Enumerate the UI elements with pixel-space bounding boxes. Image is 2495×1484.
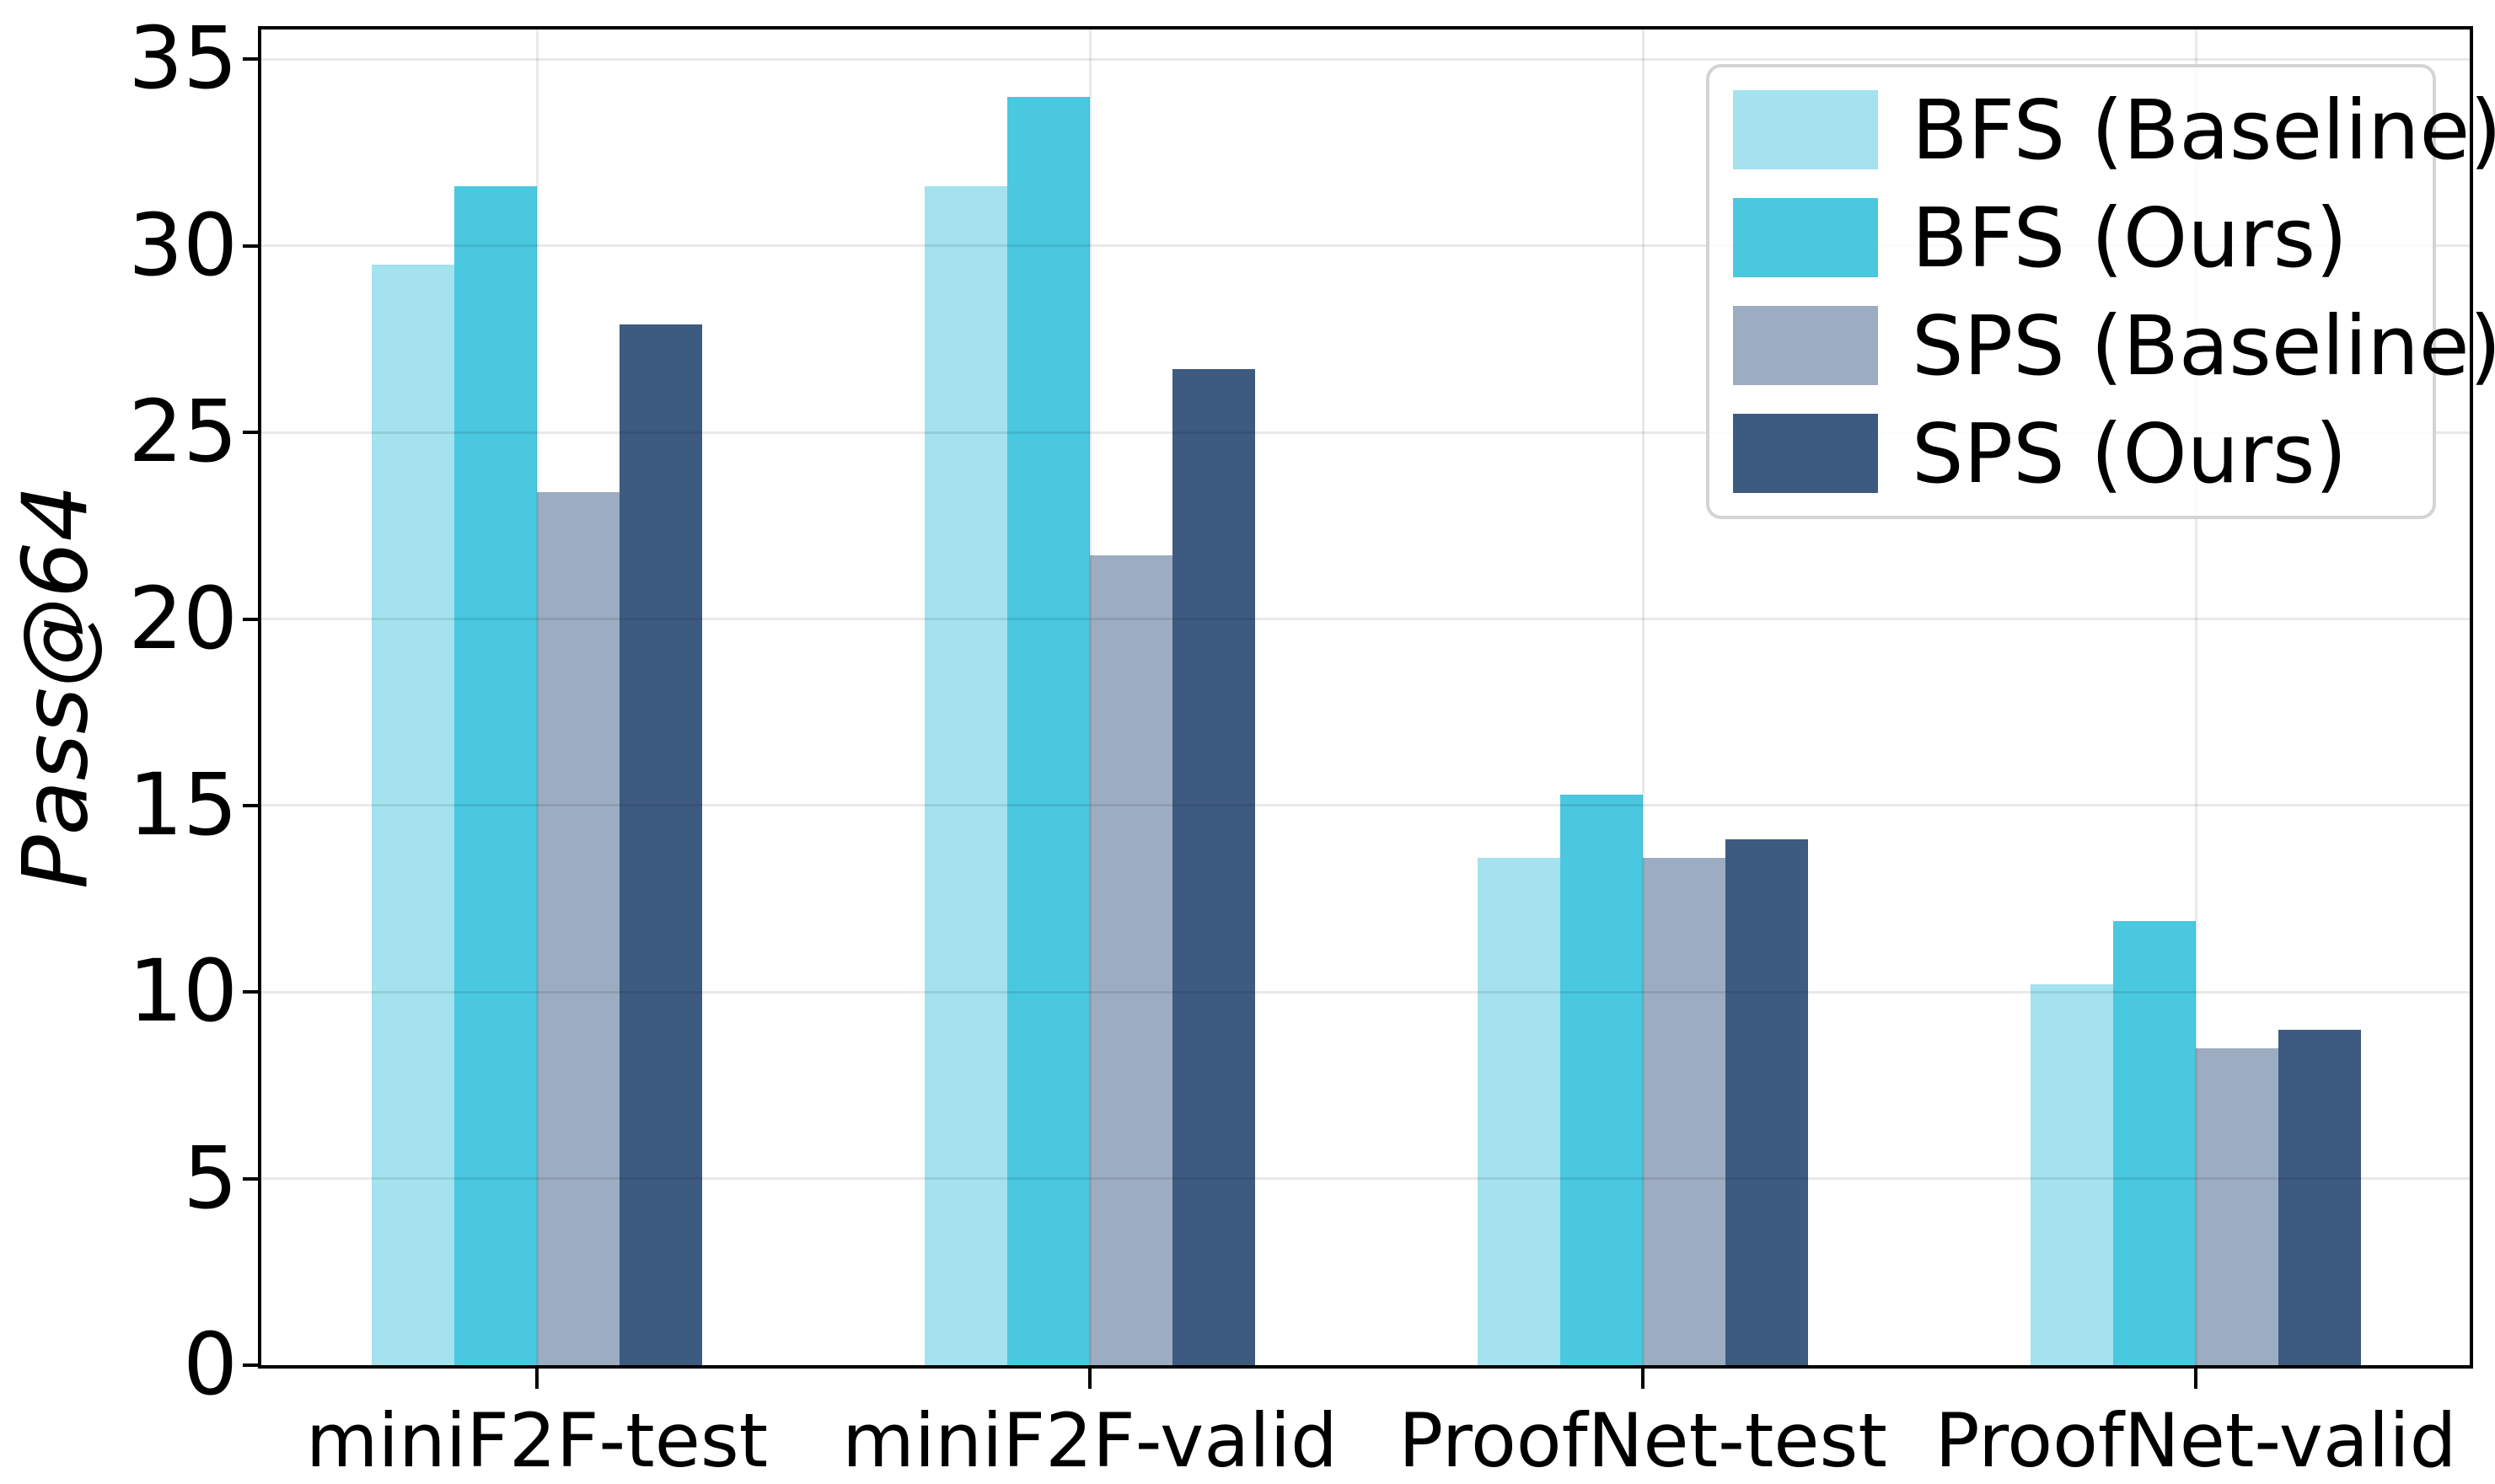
legend-swatch-sps-ours: [1733, 414, 1878, 493]
bar-bfs-baseline-minif2f-test: [372, 264, 454, 1365]
y-tick-15: [243, 803, 258, 807]
x-tick-minif2f-test: [535, 1369, 539, 1389]
y-tick-35: [243, 57, 258, 62]
x-tick-minif2f-valid: [1088, 1369, 1092, 1389]
x-gridline-proofnet-valid: [2194, 29, 2197, 1365]
legend-item-bfs-baseline: BFS (Baseline): [1733, 89, 2495, 171]
x-tick-label-proofnet-valid: ProofNet-valid: [1934, 1397, 2457, 1484]
y-tick-label-35: 35: [128, 8, 238, 110]
legend-item-bfs-ours: BFS (Ours): [1733, 197, 2409, 279]
legend-item-sps-baseline: SPS (Baseline): [1733, 305, 2495, 387]
bar-sps-ours-proofnet-valid: [2278, 1029, 2361, 1365]
y-tick-5: [243, 1176, 258, 1181]
axis-spine-top: [258, 26, 2473, 29]
y-gridline-20: [261, 618, 2470, 621]
bar-sps-ours-proofnet-test: [1725, 838, 1808, 1365]
y-tick-label-25: 25: [128, 382, 238, 483]
y-gridline-35: [261, 57, 2470, 61]
x-tick-label-minif2f-valid: miniF2F-valid: [842, 1397, 1338, 1484]
legend-label-sps-baseline: SPS (Baseline): [1912, 297, 2495, 394]
y-tick-label-5: 5: [183, 1128, 238, 1229]
legend-label-bfs-baseline: BFS (Baseline): [1912, 82, 2495, 178]
legend-swatch-bfs-ours: [1733, 198, 1878, 277]
bar-sps-baseline-proofnet-test: [1643, 857, 1725, 1365]
y-tick-label-20: 20: [128, 568, 238, 669]
x-tick-label-proofnet-test: ProofNet-test: [1398, 1397, 1887, 1484]
axis-spine-bottom: [258, 1365, 2473, 1369]
bar-bfs-ours-minif2f-valid: [1007, 96, 1090, 1365]
y-tick-label-15: 15: [128, 754, 238, 855]
y-tick-10: [243, 990, 258, 994]
y-gridline-30: [261, 244, 2470, 248]
bar-sps-baseline-minif2f-test: [537, 491, 620, 1365]
y-tick-label-10: 10: [128, 941, 238, 1042]
x-gridline-minif2f-test: [535, 29, 539, 1365]
legend-label-sps-ours: SPS (Ours): [1912, 405, 2347, 501]
legend-label-bfs-ours: BFS (Ours): [1912, 190, 2347, 286]
bar-bfs-ours-proofnet-valid: [2113, 921, 2196, 1365]
bar-bfs-baseline-proofnet-valid: [2031, 984, 2113, 1365]
bar-sps-ours-minif2f-valid: [1172, 368, 1255, 1365]
y-gridline-5: [261, 1177, 2470, 1181]
x-tick-label-minif2f-test: miniF2F-test: [305, 1397, 769, 1484]
y-tick-25: [243, 431, 258, 435]
bar-bfs-baseline-minif2f-valid: [925, 185, 1007, 1365]
bar-sps-baseline-minif2f-valid: [1090, 555, 1172, 1365]
legend-swatch-bfs-baseline: [1733, 90, 1878, 169]
legend-item-sps-ours: SPS (Ours): [1733, 413, 2409, 495]
y-tick-20: [243, 617, 258, 621]
axis-spine-right: [2470, 26, 2473, 1369]
bar-bfs-baseline-proofnet-test: [1478, 857, 1560, 1365]
x-gridline-minif2f-valid: [1088, 29, 1092, 1365]
bar-bfs-ours-minif2f-test: [454, 185, 537, 1365]
x-tick-proofnet-valid: [2194, 1369, 2197, 1389]
y-gridline-25: [261, 431, 2470, 434]
bar-sps-ours-minif2f-test: [620, 324, 702, 1365]
y-tick-label-0: 0: [183, 1315, 238, 1415]
y-tick-0: [243, 1363, 258, 1367]
legend: BFS (Baseline) BFS (Ours) SPS (Baseline) SP…: [1706, 64, 2495, 519]
y-gridline-15: [261, 804, 2470, 807]
bar-bfs-ours-proofnet-test: [1560, 794, 1643, 1365]
axis-spine-left: [258, 26, 261, 1369]
x-tick-proofnet-test: [1641, 1369, 1645, 1389]
legend-swatch-sps-baseline: [1733, 306, 1878, 385]
y-tick-label-30: 30: [128, 195, 238, 296]
y-tick-30: [243, 244, 258, 248]
x-gridline-proofnet-test: [1641, 29, 1645, 1365]
bar-sps-baseline-proofnet-valid: [2196, 1047, 2278, 1365]
y-gridline-10: [261, 990, 2470, 994]
